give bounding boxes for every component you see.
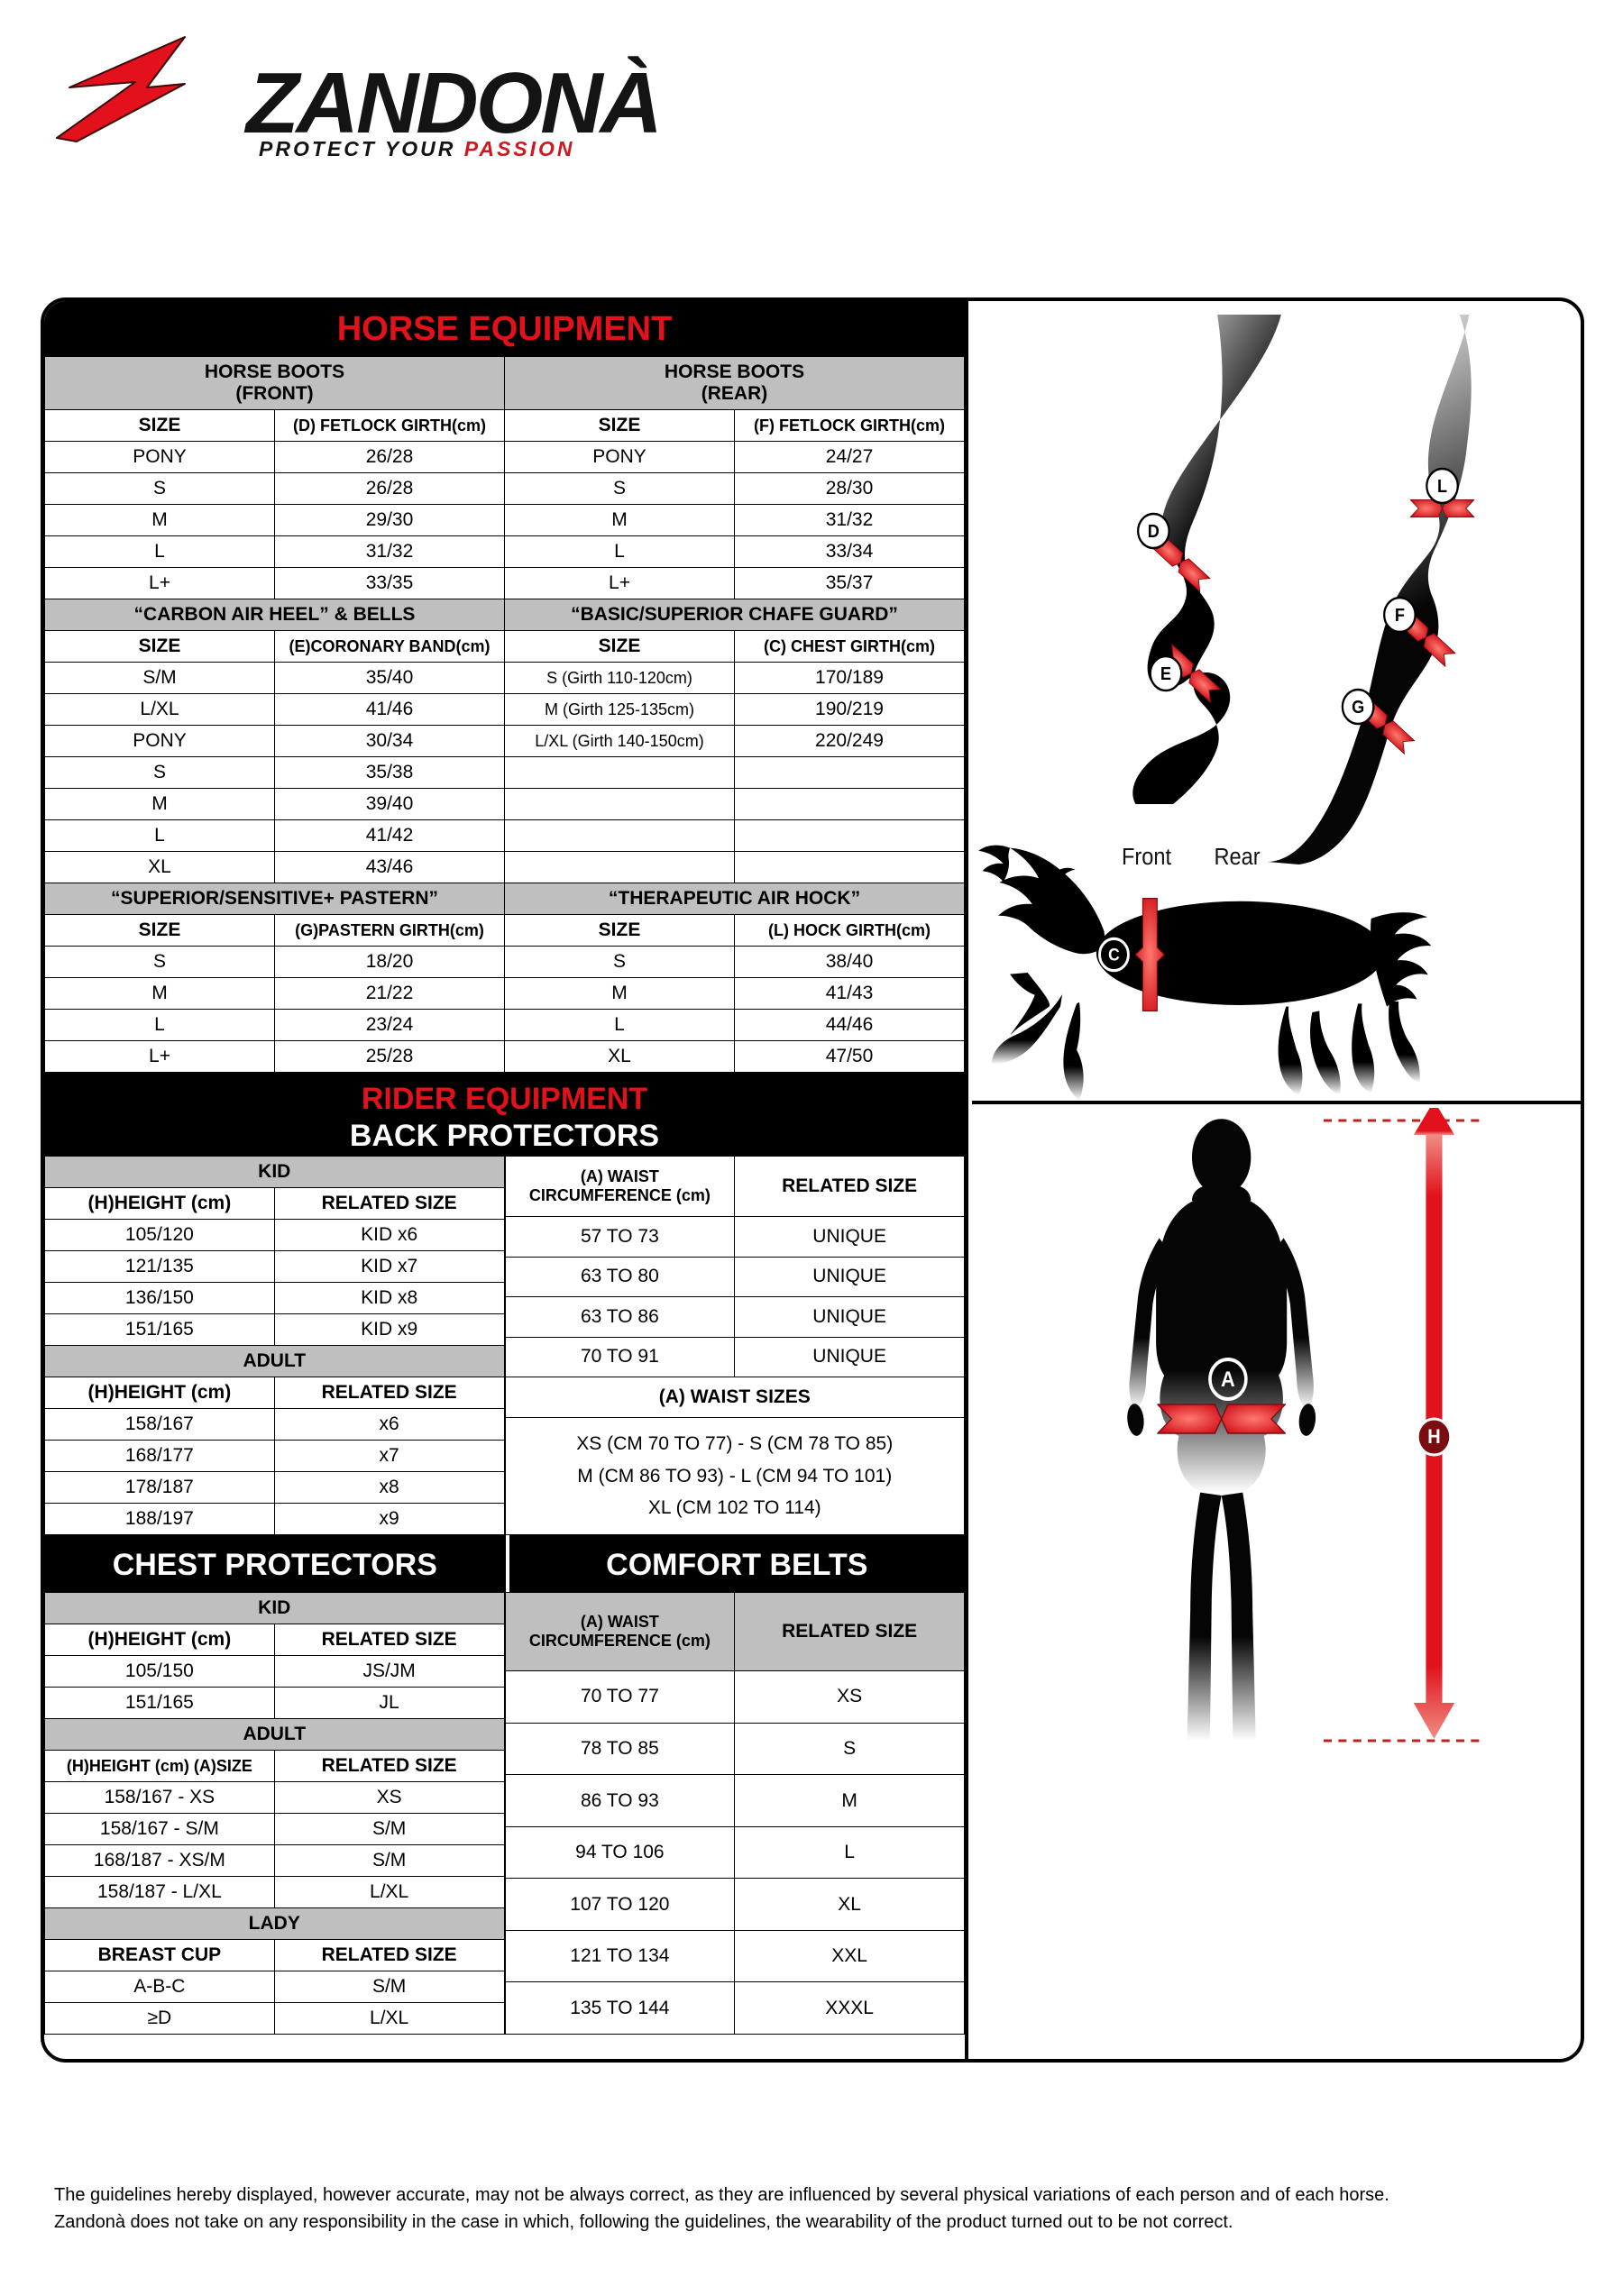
- svg-text:E: E: [1160, 664, 1171, 684]
- svg-text:A: A: [1221, 1367, 1235, 1391]
- svg-text:H: H: [1427, 1426, 1440, 1448]
- svg-text:D: D: [1148, 522, 1160, 542]
- svg-text:F: F: [1395, 606, 1405, 626]
- svg-text:G: G: [1352, 698, 1364, 718]
- svg-text:C: C: [1108, 945, 1120, 965]
- svg-text:L: L: [1437, 477, 1447, 497]
- svg-text:Front: Front: [1122, 845, 1171, 870]
- svg-text:PROTECT YOUR PASSION: PROTECT YOUR PASSION: [259, 137, 575, 160]
- svg-text:Rear: Rear: [1214, 845, 1260, 870]
